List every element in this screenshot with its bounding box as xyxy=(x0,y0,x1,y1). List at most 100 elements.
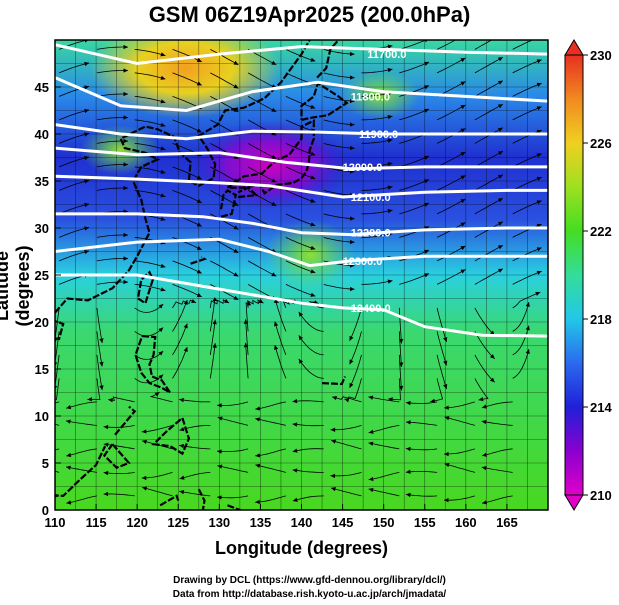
streamline-arrow xyxy=(497,245,503,250)
streamline xyxy=(405,421,438,426)
streamline-arrow xyxy=(349,359,354,365)
streamline xyxy=(292,469,324,473)
streamline xyxy=(217,417,249,426)
streamline-arrow xyxy=(349,239,355,245)
streamline-arrow xyxy=(497,174,503,179)
x-tick-label: 145 xyxy=(332,515,354,530)
streamline xyxy=(323,119,355,126)
streamline xyxy=(512,40,534,50)
x-tick-label: 115 xyxy=(86,515,107,530)
streamline xyxy=(298,311,324,332)
streamline xyxy=(309,301,324,309)
streamline-arrow xyxy=(123,185,129,191)
streamline xyxy=(96,93,129,97)
streamline xyxy=(331,396,362,403)
streamline-arrow xyxy=(443,360,448,366)
streamline xyxy=(141,472,173,479)
streamline-arrow xyxy=(460,175,466,180)
streamline xyxy=(255,401,286,410)
streamline-arrow xyxy=(368,476,374,482)
streamline-arrow xyxy=(525,349,530,355)
streamline-arrow xyxy=(44,400,49,404)
streamline-arrow xyxy=(123,279,129,285)
streamline xyxy=(474,174,504,191)
streamline xyxy=(172,323,188,356)
streamline xyxy=(285,143,316,156)
streamline-arrow xyxy=(444,462,450,468)
streamline-arrow xyxy=(160,75,166,80)
streamline xyxy=(275,300,287,332)
streamline xyxy=(398,354,402,391)
streamline xyxy=(512,200,542,215)
streamline xyxy=(134,190,166,197)
streamline-arrow xyxy=(298,335,304,341)
streamline xyxy=(512,82,542,97)
streamline-arrow xyxy=(123,91,129,97)
streamline-arrow xyxy=(536,176,542,181)
streamline-arrow xyxy=(84,202,90,208)
streamline xyxy=(512,301,530,332)
contour-label: 11800.0 xyxy=(351,91,390,103)
streamline-arrow xyxy=(255,417,261,422)
height-contour-line xyxy=(55,43,548,66)
coastline xyxy=(190,256,208,265)
streamline-arrow xyxy=(525,325,530,331)
streamline xyxy=(96,281,129,285)
streamline-arrow xyxy=(482,500,487,505)
streamline xyxy=(217,465,249,473)
x-tick-label: 140 xyxy=(291,515,313,530)
streamline xyxy=(512,291,541,309)
streamline xyxy=(55,378,60,401)
streamline-arrow xyxy=(87,397,92,402)
streamline xyxy=(323,237,355,243)
streamline-arrow xyxy=(536,59,542,64)
streamline-arrow xyxy=(158,351,164,356)
streamline-arrow xyxy=(103,442,109,447)
streamline-arrow xyxy=(292,448,298,453)
streamline-arrow xyxy=(179,489,185,495)
streamline xyxy=(349,331,362,365)
streamline-arrow xyxy=(255,406,261,411)
streamline xyxy=(255,448,286,457)
streamline-arrow xyxy=(424,155,429,160)
streamline-arrow xyxy=(424,61,429,66)
streamline-arrow xyxy=(497,127,503,132)
streamline xyxy=(134,327,164,337)
streamline xyxy=(323,96,355,102)
streamline xyxy=(134,350,164,360)
streamline xyxy=(58,250,90,262)
streamline xyxy=(179,425,211,431)
streamline xyxy=(247,96,277,113)
coastline xyxy=(300,81,349,121)
x-tick-label: 160 xyxy=(455,515,477,530)
streamline-arrow xyxy=(349,98,355,104)
streamline xyxy=(66,495,97,504)
streamline-arrow xyxy=(460,222,466,227)
y-tick-label: 35 xyxy=(35,174,49,189)
streamline xyxy=(172,166,202,180)
streamline-arrow xyxy=(481,404,487,409)
streamline-arrow xyxy=(349,145,355,151)
streamline-arrow xyxy=(160,169,166,174)
height-contour-line xyxy=(55,237,548,268)
streamline xyxy=(399,85,430,97)
axis-ticks: 110 115 120 125 130 135 140 145 150 155 160 165 0 5 10… xyxy=(35,80,518,530)
colorbar-max-arrow xyxy=(564,39,584,56)
streamline-arrow xyxy=(536,270,542,275)
streamline xyxy=(96,187,129,191)
streamline xyxy=(245,300,250,332)
streamline xyxy=(323,166,355,173)
streamline xyxy=(481,448,513,457)
streamline-arrow xyxy=(349,335,354,341)
streamline xyxy=(210,72,239,89)
streamline xyxy=(323,72,355,79)
streamline-arrow xyxy=(84,85,90,90)
streamline-arrow xyxy=(292,497,298,502)
streamline-arrow xyxy=(330,473,336,479)
streamline-arrow xyxy=(424,202,429,207)
streamline-arrow xyxy=(217,449,222,454)
streamline xyxy=(292,400,324,403)
streamline-arrow xyxy=(387,209,393,214)
streamline xyxy=(474,197,504,215)
streamline-arrow xyxy=(388,397,393,402)
